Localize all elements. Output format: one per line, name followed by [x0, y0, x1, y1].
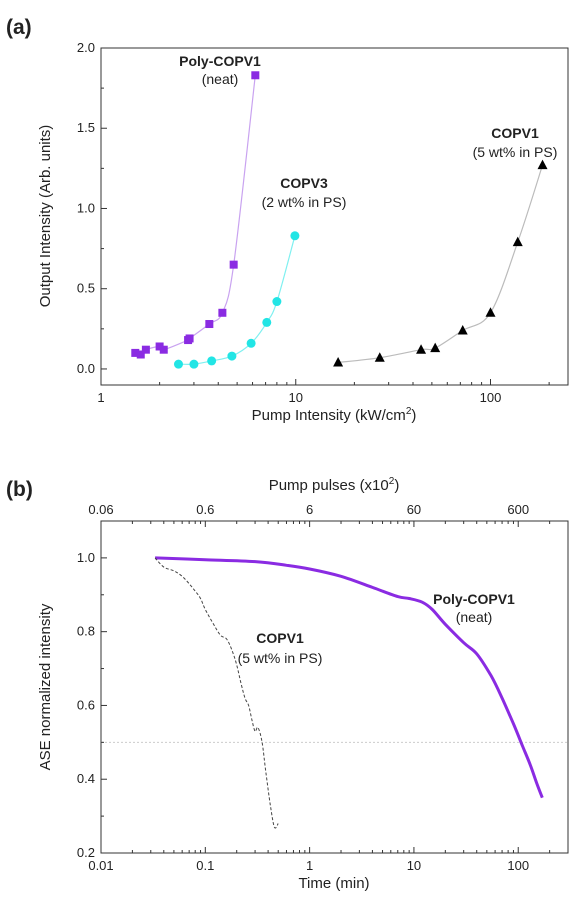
data-point-circle: [262, 317, 272, 327]
panel-b-top-tick-label: 6: [306, 502, 313, 517]
panel-a-ytick-label: 1.0: [77, 200, 95, 215]
annotation-poly-copv1-b: Poly-COPV1: [433, 591, 515, 607]
panel-b-ytick-label: 0.4: [77, 771, 95, 786]
data-point-square: [131, 348, 140, 357]
panel-b-top-tick-label: 0.6: [196, 502, 214, 517]
panel-a-xtick-label: 10: [289, 390, 303, 405]
annotation-copv1-a-sub: (5 wt% in PS): [473, 144, 558, 160]
annotation-copv3-sub: (2 wt% in PS): [262, 194, 347, 210]
data-point-square: [218, 308, 227, 317]
panel-b-xlabel: Time (min): [298, 875, 369, 892]
panel-b-xtick-label: 0.01: [88, 858, 113, 873]
data-point-triangle: [537, 159, 548, 170]
annotation-copv1-b-sub: (5 wt% in PS): [238, 650, 323, 666]
panel-b-label: (b): [6, 478, 33, 501]
panel-b-ytick-label: 1.0: [77, 550, 95, 565]
panel-a-frame: [100, 47, 569, 386]
data-point-square: [159, 345, 168, 354]
series-line-2: [338, 164, 544, 364]
data-point-square: [185, 334, 194, 343]
data-point-circle: [207, 356, 217, 366]
panel-b-ytick-label: 0.6: [77, 697, 95, 712]
data-point-triangle: [430, 342, 441, 353]
data-point-square: [205, 320, 214, 329]
panel-b-xtick-label: 0.1: [196, 858, 214, 873]
series-line-0: [135, 75, 256, 356]
panel-b-top-tick-label: 60: [407, 502, 421, 517]
annotation-poly-copv1-a: Poly-COPV1: [179, 53, 261, 69]
panel-a-xtick-label: 1: [97, 390, 104, 405]
annotation-poly-copv1-b-sub: (neat): [456, 609, 493, 625]
data-point-triangle: [512, 236, 523, 247]
panel-a: (a) 1 10 100 0.0 0.5 1.0 1.5 2.0 Pump Intensity…: [6, 16, 569, 424]
panel-b-ticks: 0.01 0.1 1 10 100 0.06 0.6 6 60 600 0.2 0.4 0.6 0.8 1.…: [77, 502, 551, 873]
panel-b-ytick-label: 0.2: [77, 845, 95, 860]
panel-a-ytick-label: 0.0: [77, 361, 95, 376]
panel-a-markers: [131, 71, 548, 369]
data-point-triangle: [416, 344, 427, 354]
panel-b-top-xlabel: Pump pulses (x102): [269, 476, 400, 494]
panel-a-ticks: 1 10 100 0.0 0.5 1.0 1.5 2.0: [77, 40, 550, 405]
series-line-copv1: [154, 557, 279, 829]
panel-a-ytick-label: 2.0: [77, 40, 95, 55]
panel-b-ytick-label: 0.8: [77, 624, 95, 639]
panel-a-xlabel: Pump Intensity (kW/cm2): [252, 406, 417, 424]
annotation-poly-copv1-a-sub: (neat): [202, 71, 239, 87]
data-point-square: [229, 260, 238, 269]
panel-a-ytick-label: 0.5: [77, 281, 95, 296]
annotation-copv1-a: COPV1: [491, 125, 539, 141]
panel-b-xtick-label: 10: [407, 858, 421, 873]
panel-a-label: (a): [6, 16, 32, 39]
data-point-triangle: [374, 352, 385, 362]
panel-a-xtick-label: 100: [480, 390, 502, 405]
data-point-square: [251, 71, 260, 80]
data-point-triangle: [333, 357, 344, 367]
panel-b-series-lines: [154, 556, 544, 829]
data-point-circle: [246, 338, 256, 348]
data-point-circle: [173, 359, 183, 369]
data-point-triangle: [457, 324, 468, 335]
annotation-copv3: COPV3: [280, 175, 328, 191]
panel-a-series-lines: [135, 75, 544, 365]
data-point-square: [155, 342, 164, 351]
data-point-square: [136, 350, 145, 359]
annotation-copv1-b: COPV1: [256, 630, 304, 646]
data-point-square: [141, 345, 150, 354]
panel-a-ylabel: Output Intensity (Arb. units): [37, 125, 54, 308]
data-point-circle: [227, 351, 237, 361]
data-point-circle: [189, 359, 199, 369]
panel-b-xtick-label: 100: [507, 858, 529, 873]
panel-a-ytick-label: 1.5: [77, 120, 95, 135]
data-point-circle: [290, 231, 300, 241]
panel-b-ylabel: ASE normalized intensity: [37, 603, 54, 770]
panel-b-xtick-label: 1: [306, 858, 313, 873]
panel-b-frame: [100, 520, 569, 854]
panel-b-top-tick-label: 0.06: [88, 502, 113, 517]
panel-b-top-tick-label: 600: [507, 502, 529, 517]
series-line-poly-copv1: [155, 556, 544, 799]
data-point-triangle: [485, 307, 496, 317]
data-point-circle: [272, 297, 282, 307]
